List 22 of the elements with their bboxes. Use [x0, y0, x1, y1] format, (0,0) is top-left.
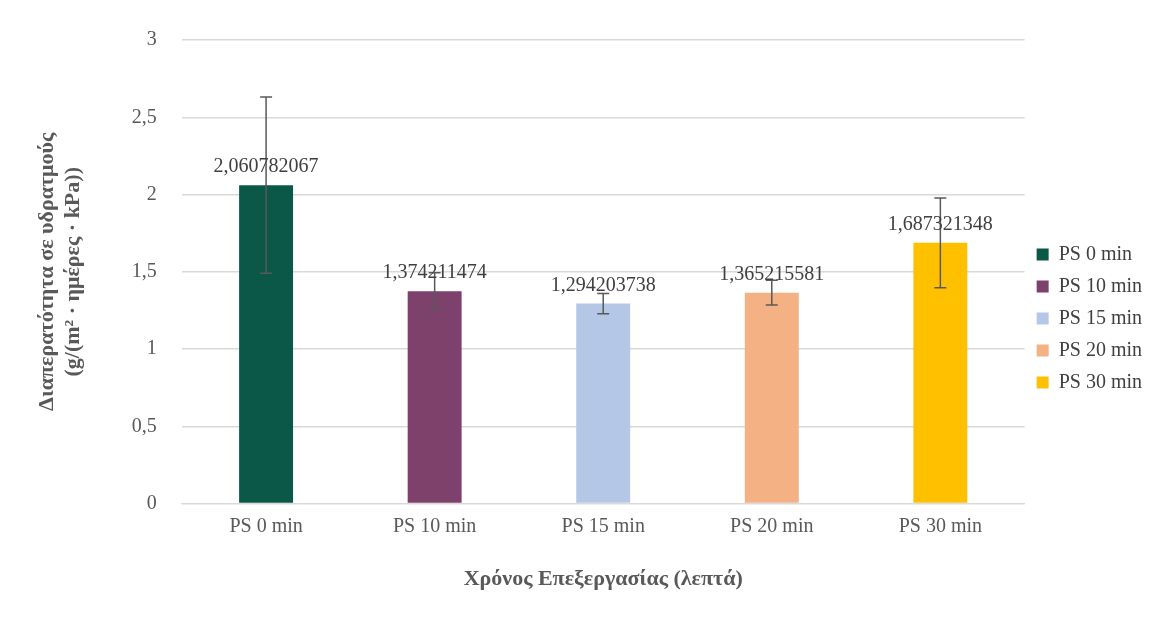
y-tick-label: 2 [146, 181, 157, 204]
y-tick-label: 1,5 [131, 259, 157, 282]
data-label: 1,374211474 [382, 260, 487, 283]
legend-label: PS 10 min [1058, 273, 1142, 296]
legend-label: PS 20 min [1058, 337, 1142, 360]
y-axis-title: Διαπερατότητα σε υδρατμούς (g/(m² · ημέρες · kPa)) [32, 132, 85, 411]
data-label: 1,294203738 [550, 272, 656, 295]
legend-label: PS 15 min [1058, 305, 1142, 328]
x-axis-title: Χρόνος Επεξεργασίας (λεπτά) [463, 565, 743, 591]
x-tick-label: PS 0 min [229, 513, 303, 536]
legend-label: PS 30 min [1058, 369, 1142, 392]
y-tick-label: 0 [146, 490, 157, 513]
y-tick-label: 2,5 [131, 104, 157, 127]
x-tick-label: PS 20 min [730, 513, 814, 536]
legend-label: PS 0 min [1058, 241, 1132, 264]
y-tick-label: 3 [146, 27, 157, 50]
data-label: 1,365215581 [719, 261, 825, 284]
x-tick-label: PS 30 min [898, 513, 983, 536]
y-tick-label: 1 [146, 336, 157, 359]
x-tick-label: PS 15 min [561, 513, 645, 536]
x-tick-label: PS 10 min [392, 513, 477, 536]
y-tick-label: 0,5 [131, 413, 157, 436]
